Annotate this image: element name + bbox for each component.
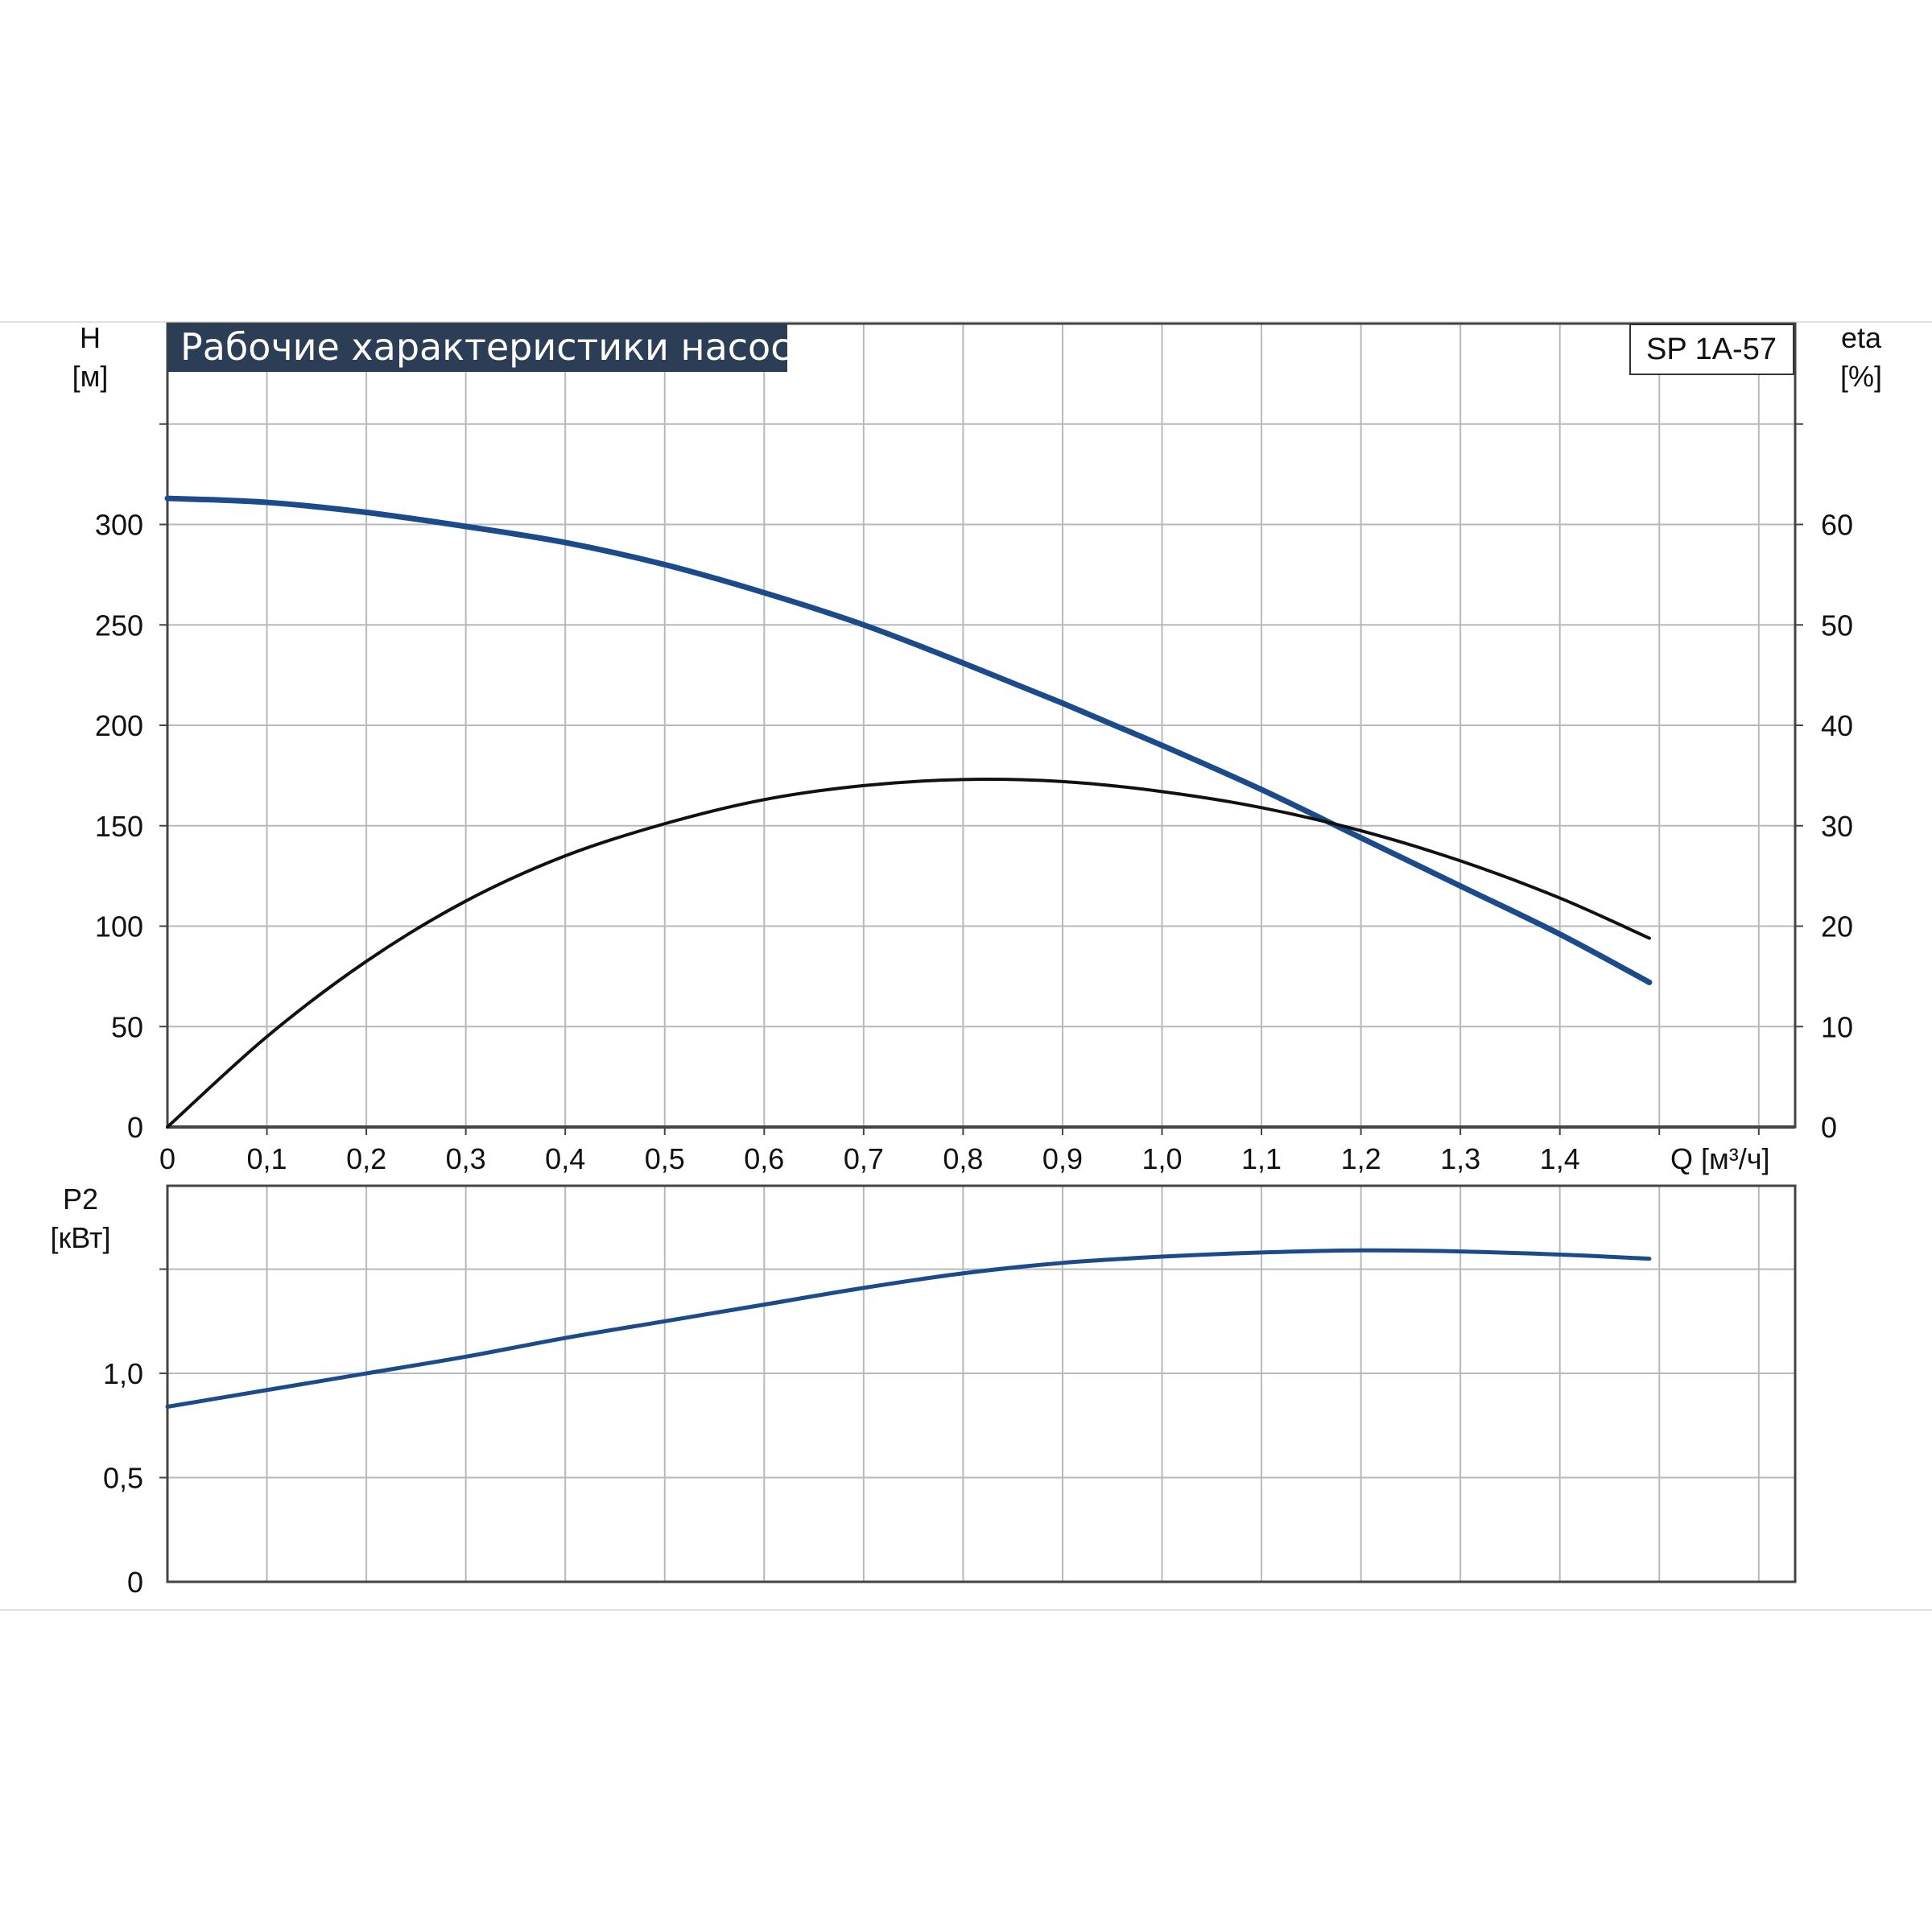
p2-y-tick-label: 0,5 <box>103 1462 143 1495</box>
right-axis-title-symbol: eta <box>1841 321 1882 354</box>
left-y-tick-label: 50 <box>111 1010 143 1043</box>
right-y-tick-label: 30 <box>1821 810 1853 843</box>
right-y-tick-label: 50 <box>1821 609 1853 642</box>
p2-y-tick-label: 0 <box>127 1566 143 1599</box>
chart-title-box <box>167 324 787 372</box>
x-tick-label: 1,4 <box>1540 1142 1580 1175</box>
right-y-tick-label: 0 <box>1821 1111 1837 1144</box>
x-tick-label: 0,3 <box>446 1142 486 1175</box>
left-y-tick-labels: 0 50 100 150 200 250 300 <box>95 509 143 1145</box>
x-tick-label: 0,9 <box>1042 1142 1083 1175</box>
x-tick-label: 0,7 <box>844 1142 884 1175</box>
x-axis-title: Q [м³/ч] <box>1670 1142 1770 1175</box>
left-y-tick-label: 150 <box>95 810 143 843</box>
x-tick-label: 1,2 <box>1341 1142 1381 1175</box>
right-y-tick-label: 40 <box>1821 709 1853 742</box>
x-tick-label: 1,1 <box>1241 1142 1282 1175</box>
x-tick-label: 0,5 <box>645 1142 685 1175</box>
p2-y-tick-labels: 0 0,5 1,0 <box>103 1357 143 1599</box>
model-label: SP 1A-57 <box>1646 332 1777 366</box>
x-tick-label: 0,2 <box>346 1142 386 1175</box>
x-tick-label: 0,8 <box>943 1142 983 1175</box>
left-y-tick-label: 0 <box>127 1111 143 1144</box>
left-y-tick-label: 250 <box>95 609 143 642</box>
left-axis-title-symbol: H <box>80 321 101 354</box>
power-curve <box>165 1248 1652 1409</box>
x-tick-label: 0 <box>159 1142 175 1175</box>
head-curve <box>164 495 1653 985</box>
top-plot-grid <box>159 324 1803 1135</box>
right-y-tick-labels: 0 10 20 30 40 50 60 <box>1821 509 1853 1145</box>
left-y-tick-label: 200 <box>95 709 143 742</box>
x-tick-label: 0,1 <box>247 1142 287 1175</box>
p2-y-tick-label: 1,0 <box>103 1357 143 1390</box>
bottom-plot-series <box>165 1248 1652 1409</box>
x-tick-label: 1,0 <box>1141 1142 1182 1175</box>
right-y-tick-label: 20 <box>1821 910 1853 943</box>
right-y-tick-label: 60 <box>1821 509 1853 542</box>
x-tick-label: 1,3 <box>1440 1142 1480 1175</box>
x-tick-label: 0,6 <box>744 1142 784 1175</box>
p2-axis-title-symbol: P2 <box>63 1183 98 1216</box>
efficiency-curve <box>166 778 1651 1129</box>
bottom-plot-grid <box>159 1186 1795 1582</box>
x-tick-label: 0,4 <box>545 1142 585 1175</box>
top-plot-series <box>164 495 1653 1129</box>
right-y-tick-label: 10 <box>1821 1010 1853 1043</box>
model-box <box>1629 324 1794 375</box>
p2-axis-title-unit: [кВт] <box>50 1221 110 1254</box>
left-axis-title-unit: [м] <box>72 360 109 393</box>
x-tick-labels: 0 0,1 0,2 0,3 0,4 0,5 0,6 0,7 0,8 0,9 1,0 1,1 1,2 1,3… <box>159 1142 1580 1175</box>
chart-title: Рабочие характеристики насоса <box>180 325 814 369</box>
left-y-tick-label: 300 <box>95 509 143 542</box>
bottom-plot-frame <box>166 1184 1797 1583</box>
left-y-tick-label: 100 <box>95 910 143 943</box>
right-axis-title-unit: [%] <box>1840 360 1882 393</box>
